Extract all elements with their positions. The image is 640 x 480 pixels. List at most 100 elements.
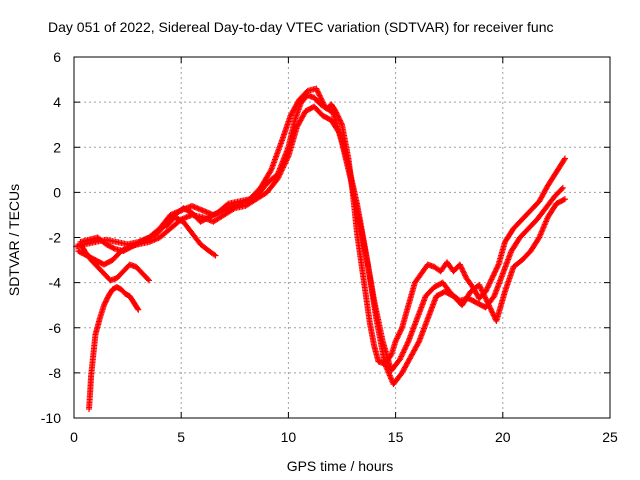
data-point bbox=[477, 284, 484, 291]
data-point bbox=[487, 279, 494, 286]
data-point bbox=[457, 262, 464, 269]
data-point bbox=[404, 341, 411, 348]
data-point bbox=[320, 100, 327, 107]
data-point bbox=[458, 264, 465, 271]
x-tick-label: 5 bbox=[177, 429, 185, 445]
data-point bbox=[144, 276, 151, 283]
data-point bbox=[561, 155, 568, 162]
data-point bbox=[319, 99, 326, 106]
data-point bbox=[494, 262, 501, 269]
data-point bbox=[460, 269, 467, 276]
data-point bbox=[224, 201, 231, 208]
x-tick-label: 20 bbox=[495, 429, 511, 445]
data-point bbox=[491, 271, 498, 278]
data-point bbox=[398, 352, 405, 359]
data-point bbox=[402, 343, 409, 350]
data-point bbox=[456, 261, 463, 268]
x-axis-label: GPS time / hours bbox=[286, 458, 394, 474]
data-point bbox=[488, 308, 495, 315]
data-point bbox=[480, 291, 487, 298]
data-point bbox=[135, 306, 142, 313]
data-point bbox=[230, 206, 237, 213]
data-point bbox=[481, 292, 488, 299]
data-point bbox=[398, 326, 405, 333]
data-point bbox=[316, 92, 323, 99]
data-point bbox=[399, 350, 406, 357]
data-point bbox=[492, 268, 499, 275]
data-point bbox=[478, 286, 485, 293]
data-point bbox=[484, 298, 491, 305]
data-point bbox=[319, 98, 326, 105]
data-point bbox=[483, 285, 490, 292]
data-point bbox=[480, 290, 487, 297]
y-tick-label: -8 bbox=[49, 365, 62, 381]
data-point bbox=[397, 354, 404, 361]
data-point bbox=[461, 271, 468, 278]
data-point bbox=[489, 275, 496, 282]
data-point bbox=[476, 281, 483, 288]
x-tick-label: 15 bbox=[388, 429, 404, 445]
data-point bbox=[462, 272, 469, 279]
data-point bbox=[460, 268, 467, 275]
x-tick-label: 25 bbox=[602, 429, 618, 445]
data-point bbox=[561, 156, 568, 163]
data-point bbox=[485, 281, 492, 288]
data-point bbox=[484, 284, 491, 291]
data-point bbox=[313, 85, 320, 92]
data-point bbox=[317, 95, 324, 102]
data-point bbox=[403, 342, 410, 349]
data-point bbox=[487, 277, 494, 284]
data-point bbox=[398, 353, 405, 360]
data-point bbox=[482, 294, 489, 301]
data-point bbox=[415, 339, 422, 346]
data-point bbox=[400, 349, 407, 356]
y-tick-label: -4 bbox=[49, 275, 62, 291]
data-point bbox=[486, 302, 493, 309]
data-point bbox=[489, 273, 496, 280]
data-point bbox=[314, 88, 321, 95]
data-point bbox=[267, 168, 274, 175]
y-tick-label: -6 bbox=[49, 320, 62, 336]
data-point bbox=[492, 266, 499, 273]
data-point bbox=[146, 277, 153, 284]
data-point bbox=[494, 264, 501, 271]
data-point bbox=[393, 335, 400, 342]
data-point bbox=[493, 265, 500, 272]
data-point bbox=[211, 251, 218, 258]
data-point bbox=[535, 235, 542, 242]
data-point bbox=[490, 272, 497, 279]
data-point bbox=[482, 295, 489, 302]
data-point bbox=[558, 185, 565, 192]
data-point bbox=[479, 288, 486, 295]
data-point bbox=[400, 348, 407, 355]
data-point bbox=[396, 356, 403, 363]
data-point bbox=[396, 330, 403, 337]
data-point bbox=[134, 305, 141, 312]
data-point bbox=[458, 265, 465, 272]
data-point bbox=[401, 346, 408, 353]
data-point bbox=[395, 332, 402, 339]
y-tick-label: 4 bbox=[53, 94, 61, 110]
data-point bbox=[488, 306, 495, 313]
data-point bbox=[560, 196, 567, 203]
data-point bbox=[393, 336, 400, 343]
data-point bbox=[489, 309, 496, 316]
data-point bbox=[476, 283, 483, 290]
y-tick-label: -10 bbox=[41, 410, 61, 426]
data-point bbox=[486, 280, 493, 287]
x-tick-label: 0 bbox=[70, 429, 78, 445]
data-point bbox=[483, 297, 490, 304]
data-point bbox=[395, 331, 402, 338]
data-point bbox=[486, 304, 493, 311]
data-point bbox=[317, 93, 324, 100]
data-point bbox=[488, 276, 495, 283]
chart-title: Day 051 of 2022, Sidereal Day-to-day VTE… bbox=[48, 19, 554, 35]
data-point bbox=[394, 334, 401, 341]
data-point bbox=[313, 86, 320, 93]
y-tick-label: 2 bbox=[53, 139, 61, 155]
data-point bbox=[487, 305, 494, 312]
data-point bbox=[484, 299, 491, 306]
data-point bbox=[397, 328, 404, 335]
